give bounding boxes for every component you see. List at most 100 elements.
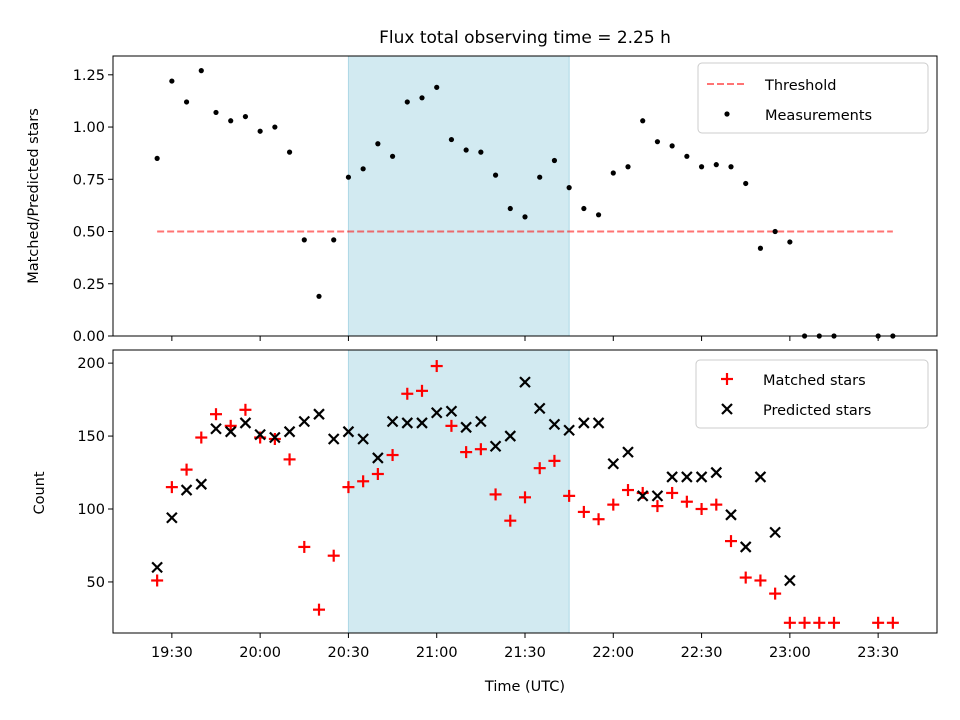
data-point <box>622 484 634 497</box>
data-point <box>813 616 826 629</box>
data-point <box>154 155 160 161</box>
data-point <box>504 430 517 442</box>
data-point <box>828 616 840 629</box>
top-y-tick-label: 1.25 <box>73 68 105 84</box>
bottom-x-tick-label: 21:30 <box>504 645 546 661</box>
data-point <box>548 454 561 467</box>
data-point <box>592 417 605 429</box>
data-point <box>165 481 178 494</box>
data-point <box>640 118 646 124</box>
top-y-tick-label: 1.00 <box>73 120 105 136</box>
data-point <box>739 541 752 553</box>
data-point <box>563 424 575 437</box>
data-point <box>269 431 281 444</box>
bottom-x-tick-label: 23:30 <box>857 645 899 661</box>
data-point <box>416 384 428 397</box>
bottom-x-tick-label: 19:30 <box>151 645 193 661</box>
data-point <box>239 417 252 429</box>
top-shaded-interval <box>347 55 570 337</box>
data-point <box>651 490 664 502</box>
bottom-legend: Matched stars Predicted stars <box>695 359 929 429</box>
data-point <box>434 84 440 90</box>
data-point <box>298 540 311 553</box>
bottom-y-axis-label: Count <box>32 471 48 514</box>
bottom-x-tick-label: 20:00 <box>239 645 281 661</box>
top-y-tick-label: 0.00 <box>73 329 105 345</box>
data-point <box>180 484 193 496</box>
data-point <box>357 433 369 445</box>
data-point <box>198 68 204 74</box>
measurements-legend-marker <box>724 111 730 117</box>
data-point <box>886 616 899 629</box>
data-point <box>713 162 719 168</box>
data-point <box>224 425 237 438</box>
top-y-tick-label: 0.25 <box>73 277 105 293</box>
data-point <box>416 417 428 429</box>
top-y-tick-label: 0.75 <box>73 172 105 188</box>
data-point <box>754 471 767 483</box>
data-point <box>684 153 690 159</box>
data-point <box>401 387 414 400</box>
data-point <box>783 616 796 629</box>
data-point <box>386 415 399 428</box>
data-point <box>592 513 605 526</box>
data-point <box>607 458 620 470</box>
data-point <box>492 172 499 178</box>
bottom-y-tick-label: 100 <box>77 502 105 518</box>
predicted-legend-marker <box>721 403 733 415</box>
predicted-legend-label: Predicted stars <box>763 403 871 419</box>
data-point <box>548 418 561 431</box>
data-point <box>654 139 661 145</box>
data-point <box>342 481 355 494</box>
top-axes-frame <box>112 55 938 337</box>
data-point <box>651 500 664 513</box>
data-point <box>448 136 455 143</box>
data-point <box>784 574 796 587</box>
bottom-x-tick-label: 22:00 <box>592 645 634 661</box>
data-point <box>460 421 472 434</box>
data-point <box>581 205 587 212</box>
data-point <box>195 478 208 490</box>
data-point <box>389 153 396 159</box>
bottom-legend-frame <box>695 359 929 429</box>
data-point <box>460 446 473 459</box>
data-point <box>404 99 410 105</box>
data-point <box>607 498 620 511</box>
data-point <box>210 422 222 435</box>
top-legend: Threshold Measurements <box>697 62 929 134</box>
data-point <box>474 443 487 456</box>
bottom-y-tick-label: 50 <box>87 575 105 591</box>
data-point <box>595 212 602 218</box>
data-point <box>566 185 572 191</box>
data-point <box>739 571 752 584</box>
measurements-legend-label: Measurements <box>765 108 872 124</box>
data-point <box>166 511 178 524</box>
data-point <box>695 503 708 516</box>
data-point <box>787 239 793 245</box>
chart-title: Flux total observing time = 2.25 h <box>379 28 671 48</box>
data-point <box>327 549 340 562</box>
data-point <box>666 471 678 483</box>
data-point <box>504 514 517 527</box>
data-point <box>239 403 252 416</box>
data-point <box>519 376 531 388</box>
data-point <box>636 490 649 502</box>
data-point <box>872 616 885 629</box>
matched-legend-marker <box>721 373 733 385</box>
data-point <box>313 408 325 420</box>
data-point <box>254 428 266 441</box>
data-point <box>507 205 513 212</box>
data-point <box>743 180 749 187</box>
data-point <box>327 433 340 445</box>
data-point <box>151 574 164 587</box>
data-point <box>522 214 528 220</box>
data-point <box>195 431 208 444</box>
data-point <box>798 616 811 629</box>
data-point <box>725 509 737 521</box>
data-point <box>242 113 249 120</box>
data-point <box>695 471 708 483</box>
data-point <box>681 471 693 483</box>
data-point <box>210 408 222 421</box>
data-point <box>283 453 296 466</box>
